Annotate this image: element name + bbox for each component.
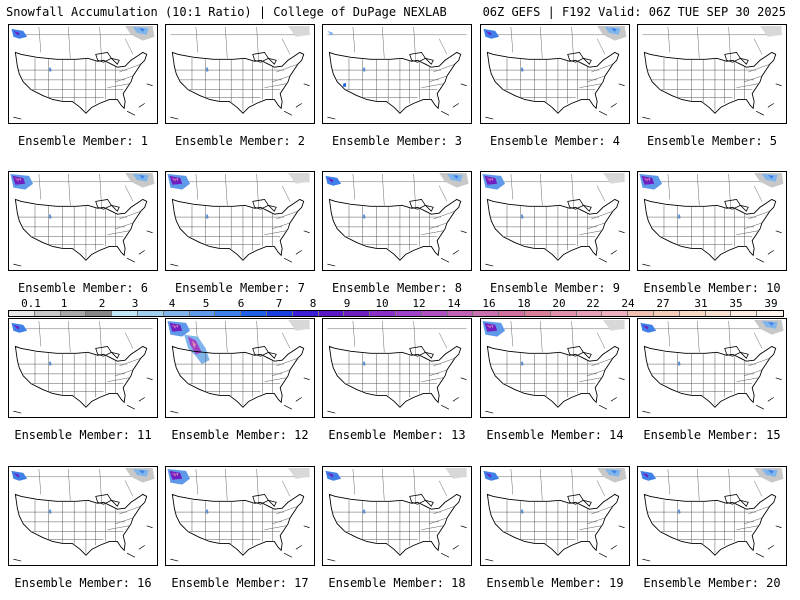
ensemble-map-panel [637,24,787,124]
ensemble-map-panel [322,171,472,271]
colorbar-cell [628,311,654,316]
colorbar-cell [576,311,603,316]
colorbar-cell [421,311,448,316]
ensemble-map-panel [480,318,630,418]
map-title: Snowfall Accumulation (10:1 Ratio) | Col… [6,5,447,19]
colorbar-cell [163,311,190,316]
colorbar-cell [473,311,500,316]
ensemble-member-label: Ensemble Member: 19 [486,576,624,590]
ensemble-member-label: Ensemble Member: 4 [489,134,621,148]
colorbar-cell [344,311,371,316]
ensemble-map-panel [165,318,315,418]
colorbar-cell [705,311,732,316]
colorbar-tick-label: 6 [237,297,245,310]
ensemble-map-panel [165,466,315,566]
colorbar-cell [60,311,87,316]
colorbar-cell [370,311,396,316]
ensemble-member-label: Ensemble Member: 6 [17,281,149,295]
colorbar-scale [8,310,784,317]
ensemble-member-label: Ensemble Member: 10 [643,281,781,295]
ensemble-member-label: Ensemble Member: 17 [171,576,309,590]
colorbar-cell [757,311,783,316]
colorbar-cell [318,311,345,316]
colorbar-cell [679,311,706,316]
ensemble-member-label: Ensemble Member: 16 [14,576,152,590]
colorbar-tick-label: 31 [694,297,708,310]
colorbar-cell [292,311,319,316]
colorbar-cell [499,311,525,316]
ensemble-map-panel [8,318,158,418]
ensemble-map-panel [637,171,787,271]
colorbar-tick-label: 27 [656,297,670,310]
colorbar-tick-label: 18 [517,297,531,310]
ensemble-map-panel [480,466,630,566]
colorbar-cell [112,311,138,316]
colorbar-legend: 0.1 1 2 3 4 5 6 7 8 9 10 12 14 16 18 20 22 24 27 31 35 39 [8,298,784,318]
colorbar-cell [137,311,164,316]
ensemble-member-label: Ensemble Member: 3 [331,134,463,148]
ensemble-map-panel [8,466,158,566]
colorbar-tick-label: 39 [764,297,778,310]
ensemble-map-panel [637,318,787,418]
colorbar-tick-label: 4 [168,297,176,310]
ensemble-map-panel [637,466,787,566]
ensemble-member-label: Ensemble Member: 5 [646,134,778,148]
colorbar-tick-label: 10 [375,297,389,310]
colorbar-tick-label: 2 [98,297,106,310]
colorbar-tick-label: 12 [412,297,426,310]
ensemble-member-label: Ensemble Member: 8 [331,281,463,295]
colorbar-tick-label: 3 [131,297,139,310]
colorbar-tick-label: 22 [586,297,600,310]
colorbar-cell [524,311,551,316]
colorbar-cell [602,311,629,316]
colorbar-cell [189,311,216,316]
colorbar-tick-label: 1 [60,297,68,310]
colorbar-cell [550,311,577,316]
colorbar-cell [86,311,113,316]
ensemble-member-label: Ensemble Member: 15 [643,428,781,442]
ensemble-map-panel [322,24,472,124]
valid-time: 06Z GEFS | F192 Valid: 06Z TUE SEP 30 20… [482,5,786,19]
colorbar-tick-label: 7 [275,297,283,310]
ensemble-map-panel [480,171,630,271]
colorbar-cell [266,311,293,316]
ensemble-map-panel [165,24,315,124]
ensemble-map-panel [8,24,158,124]
colorbar-tick-label: 8 [309,297,317,310]
ensemble-member-label: Ensemble Member: 7 [174,281,306,295]
colorbar-tick-label: 20 [552,297,566,310]
colorbar-tick-label: 9 [343,297,351,310]
colorbar-cell [9,311,35,316]
ensemble-member-label: Ensemble Member: 9 [489,281,621,295]
colorbar-tick-label: 24 [621,297,635,310]
ensemble-map-panel [165,171,315,271]
ensemble-member-label: Ensemble Member: 11 [14,428,152,442]
colorbar-tick-label: 16 [482,297,496,310]
colorbar-tick-label: 5 [202,297,210,310]
ensemble-member-label: Ensemble Member: 14 [486,428,624,442]
ensemble-member-label: Ensemble Member: 18 [328,576,466,590]
ensemble-member-label: Ensemble Member: 12 [171,428,309,442]
ensemble-member-label: Ensemble Member: 1 [17,134,149,148]
colorbar-cell [34,311,61,316]
colorbar-cell [653,311,680,316]
ensemble-map-panel [322,318,472,418]
ensemble-member-label: Ensemble Member: 20 [643,576,781,590]
colorbar-cell [395,311,422,316]
colorbar-cell [241,311,267,316]
ensemble-member-label: Ensemble Member: 2 [174,134,306,148]
colorbar-cell [731,311,758,316]
colorbar-tick-label: 14 [447,297,461,310]
colorbar-tick-label: 0.1 [21,297,41,310]
ensemble-member-label: Ensemble Member: 13 [328,428,466,442]
colorbar-cell [447,311,474,316]
ensemble-map-panel [322,466,472,566]
colorbar-cell [215,311,242,316]
ensemble-map-panel [480,24,630,124]
ensemble-map-panel [8,171,158,271]
colorbar-tick-label: 35 [729,297,743,310]
